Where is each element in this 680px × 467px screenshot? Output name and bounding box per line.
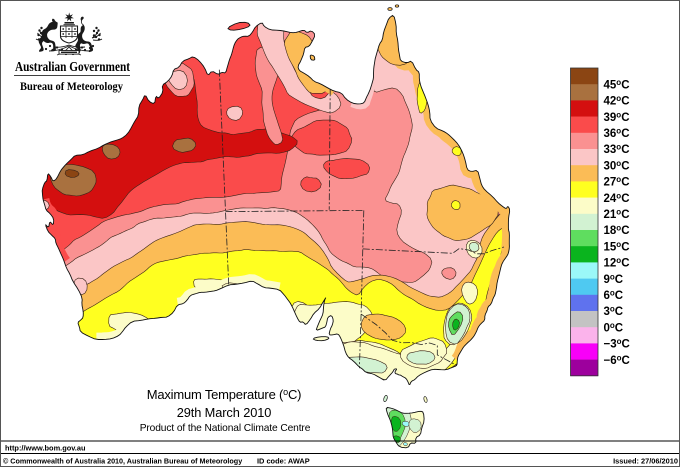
- svg-text:39oC: 39oC: [604, 110, 630, 124]
- svg-text:Product of the National Climat: Product of the National Climate Centre: [140, 423, 311, 434]
- svg-text:Maximum Temperature (oC): Maximum Temperature (oC): [147, 387, 302, 402]
- svg-text:9oC: 9oC: [604, 272, 624, 286]
- svg-text:21oC: 21oC: [604, 208, 630, 222]
- svg-text:0oC: 0oC: [604, 321, 624, 335]
- svg-text:http://www.bom.gov.au: http://www.bom.gov.au: [5, 444, 86, 453]
- svg-text:33oC: 33oC: [604, 143, 630, 157]
- svg-text:42oC: 42oC: [604, 94, 630, 108]
- svg-text:36oC: 36oC: [604, 127, 630, 141]
- svg-text:3oC: 3oC: [604, 305, 624, 319]
- svg-text:Bureau of Meteorology: Bureau of Meteorology: [20, 79, 123, 93]
- svg-text:© Commonwealth of Australia 20: © Commonwealth of Australia 2010, Austra…: [3, 457, 242, 466]
- svg-text:Australian Government: Australian Government: [15, 59, 130, 74]
- svg-text:15oC: 15oC: [604, 240, 630, 254]
- svg-text:30oC: 30oC: [604, 159, 630, 173]
- svg-text:18oC: 18oC: [604, 224, 630, 238]
- svg-text:−3oC: −3oC: [604, 337, 630, 351]
- svg-text:12oC: 12oC: [604, 256, 630, 270]
- svg-text:27oC: 27oC: [604, 175, 630, 189]
- svg-text:24oC: 24oC: [604, 191, 630, 205]
- svg-text:Issued: 27/06/2010: Issued: 27/06/2010: [613, 457, 678, 466]
- svg-text:ID code: AWAP: ID code: AWAP: [257, 457, 310, 466]
- svg-text:45oC: 45oC: [604, 78, 630, 92]
- svg-text:29th March 2010: 29th March 2010: [177, 405, 272, 420]
- svg-text:−6oC: −6oC: [604, 353, 630, 367]
- svg-text:6oC: 6oC: [604, 289, 624, 303]
